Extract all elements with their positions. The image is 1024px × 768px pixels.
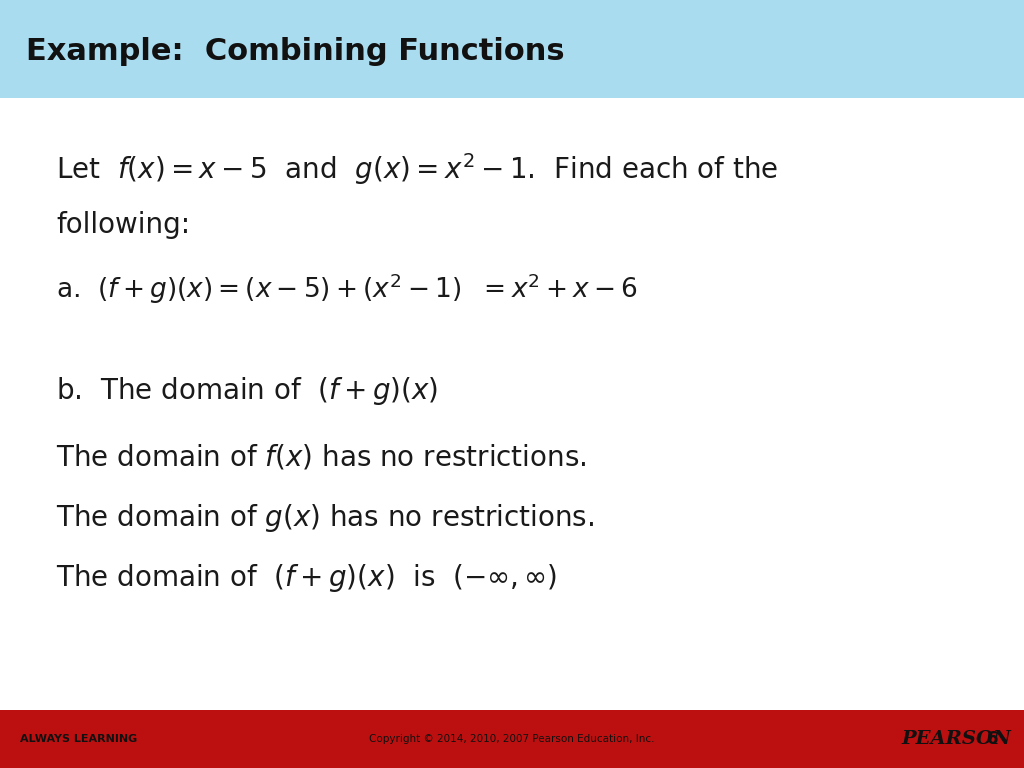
Text: Example:  Combining Functions: Example: Combining Functions xyxy=(26,37,564,66)
Text: ALWAYS LEARNING: ALWAYS LEARNING xyxy=(20,734,138,744)
Text: The domain of  $(f + g)(x)$  is  $(-\infty, \infty)$: The domain of $(f + g)(x)$ is $(-\infty,… xyxy=(56,562,557,594)
FancyBboxPatch shape xyxy=(0,0,1024,88)
FancyBboxPatch shape xyxy=(0,710,1024,768)
Text: b.  The domain of  $(f + g)(x)$: b. The domain of $(f + g)(x)$ xyxy=(56,375,438,407)
Text: following:: following: xyxy=(56,211,190,239)
Text: The domain of $f(x)$ has no restrictions.: The domain of $f(x)$ has no restrictions… xyxy=(56,442,587,472)
Text: Copyright © 2014, 2010, 2007 Pearson Education, Inc.: Copyright © 2014, 2010, 2007 Pearson Edu… xyxy=(370,734,654,744)
FancyBboxPatch shape xyxy=(0,88,1024,98)
Text: 6: 6 xyxy=(987,730,998,748)
Text: a.  $(f + g)(x) = (x - 5) + (x^2 - 1)\ \ = x^2 + x - 6$: a. $(f + g)(x) = (x - 5) + (x^2 - 1)\ \ … xyxy=(56,271,638,306)
Text: PEARSON: PEARSON xyxy=(901,730,1011,748)
Text: Let  $f(x) = x - 5$  and  $g(x) = x^2 - 1$.  Find each of the: Let $f(x) = x - 5$ and $g(x) = x^2 - 1$.… xyxy=(56,151,778,187)
Text: The domain of $g(x)$ has no restrictions.: The domain of $g(x)$ has no restrictions… xyxy=(56,502,595,535)
